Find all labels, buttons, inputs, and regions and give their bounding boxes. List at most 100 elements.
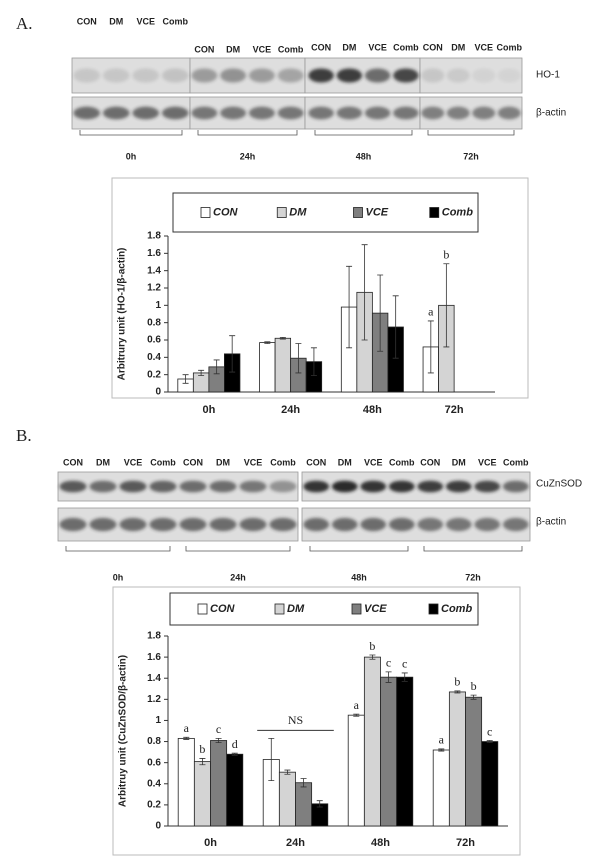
blot-band — [149, 480, 177, 493]
bar-annotation: b — [369, 639, 375, 653]
y-axis-label: Arbitrury unit (HO-1/β-actin) — [117, 248, 128, 381]
bracket — [423, 546, 523, 552]
error-bar — [392, 295, 399, 359]
legend-label: VCE — [364, 603, 387, 615]
blot-band — [220, 106, 247, 120]
time-label: 48h — [356, 151, 372, 161]
time-label: 72h — [465, 572, 481, 582]
legend-swatch — [200, 207, 211, 218]
blot-band — [102, 68, 130, 83]
x-tick-label: 0h — [204, 837, 217, 849]
error-bar — [198, 369, 205, 376]
blot-band — [417, 480, 444, 493]
lane-label: Comb — [503, 457, 529, 467]
x-tick-label: 48h — [371, 837, 390, 849]
bracket — [314, 130, 413, 136]
blot-band — [360, 480, 387, 493]
blot-band — [388, 480, 415, 493]
x-tick-label: 0h — [202, 404, 215, 416]
blot-band — [393, 106, 419, 120]
error-bar — [353, 713, 360, 717]
y-tick-label: 0.2 — [147, 800, 161, 811]
lane-label: DM — [226, 44, 240, 54]
time-label: 72h — [463, 151, 479, 161]
bar — [448, 691, 466, 827]
bar — [363, 656, 381, 827]
protein-label: CuZnSOD — [536, 479, 582, 490]
blot-band — [331, 517, 358, 532]
y-tick-label: 1.4 — [147, 265, 161, 276]
blot-band — [303, 517, 330, 532]
lane-label: DM — [96, 457, 110, 467]
blot-band — [421, 68, 445, 83]
legend-label: CON — [213, 206, 239, 218]
y-tick-label: 0.8 — [147, 736, 161, 747]
blot-band — [417, 517, 444, 532]
blot-band — [239, 517, 267, 532]
bar — [226, 753, 244, 827]
lane-label: VCE — [253, 44, 272, 54]
y-tick-label: 0.4 — [147, 778, 161, 789]
blot-band — [364, 106, 391, 120]
blot-band — [191, 106, 218, 120]
error-bar — [486, 740, 493, 744]
bar — [432, 749, 450, 827]
y-tick-label: 1.6 — [147, 248, 161, 259]
blot-band — [179, 480, 207, 493]
time-label: 24h — [230, 572, 246, 582]
lane-label: VCE — [136, 16, 155, 26]
bar — [396, 676, 414, 827]
legend-label: DM — [289, 206, 307, 218]
blot-band — [388, 517, 415, 532]
legend-label: DM — [287, 603, 305, 615]
error-bar — [438, 748, 445, 752]
lane-label: CON — [194, 44, 214, 54]
x-tick-label: 24h — [281, 404, 300, 416]
y-tick-label: 0 — [155, 821, 161, 832]
x-tick-label: 24h — [286, 837, 305, 849]
legend-swatch — [197, 603, 208, 615]
blot-band — [308, 68, 334, 83]
error-bar — [369, 654, 376, 660]
error-bar — [199, 758, 206, 766]
blot-band — [331, 480, 358, 493]
lane-label: VCE — [364, 457, 383, 467]
lane-label: VCE — [478, 457, 497, 467]
bar-annotation: c — [386, 656, 391, 670]
error-bar — [231, 752, 238, 756]
bar — [193, 761, 211, 827]
y-tick-label: 1.4 — [147, 673, 161, 684]
lane-label: CON — [183, 457, 203, 467]
y-tick-label: 0.6 — [147, 335, 161, 346]
bar-annotation: a — [354, 698, 360, 712]
bar — [177, 737, 195, 827]
y-tick-label: 1 — [155, 715, 161, 726]
lane-label: CON — [420, 457, 440, 467]
bracket — [197, 130, 298, 136]
blot-band — [502, 480, 529, 493]
legend-label: Comb — [442, 206, 473, 218]
blot-band — [277, 68, 304, 83]
bracket — [309, 546, 409, 552]
error-bar — [300, 778, 307, 788]
legend-swatch — [276, 207, 287, 218]
error-bar — [377, 274, 384, 352]
bar-annotation: d — [232, 737, 238, 751]
error-bar — [295, 343, 302, 374]
lane-label: DM — [216, 457, 230, 467]
blot-band — [191, 68, 218, 83]
error-bar — [316, 800, 323, 808]
y-tick-label: 0 — [155, 387, 161, 398]
blot-band — [179, 517, 207, 532]
lane-label: DM — [452, 457, 466, 467]
blot-band — [119, 517, 147, 532]
legend-swatch — [353, 207, 363, 218]
error-bar — [183, 736, 190, 740]
blot-band — [393, 68, 419, 83]
y-tick-label: 1.8 — [147, 631, 161, 642]
error-bar — [213, 359, 220, 375]
error-bar — [215, 737, 222, 744]
blot-band — [474, 480, 501, 493]
bracket — [185, 546, 291, 552]
blot-band — [421, 106, 445, 120]
